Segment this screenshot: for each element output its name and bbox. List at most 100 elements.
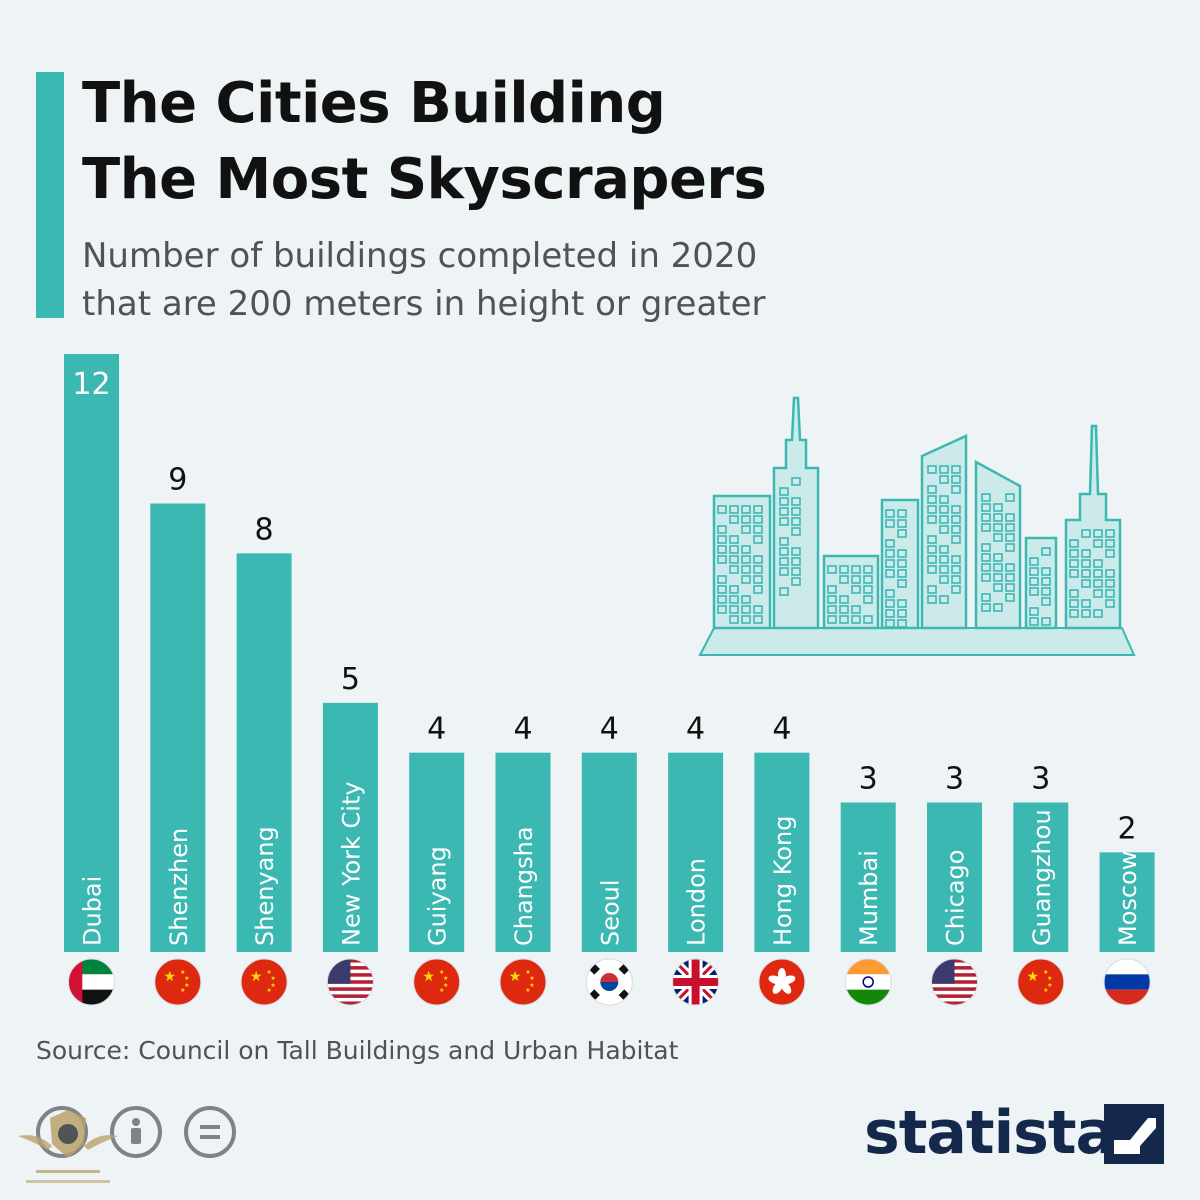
window — [927, 495, 937, 504]
window — [1069, 589, 1079, 598]
window — [753, 525, 763, 534]
window — [1005, 593, 1015, 602]
window — [981, 603, 991, 612]
window — [753, 605, 763, 614]
window — [1069, 549, 1079, 558]
window — [779, 587, 789, 596]
window — [791, 547, 801, 556]
window — [791, 527, 801, 536]
window — [927, 585, 937, 594]
window — [863, 595, 873, 604]
svg-text:★: ★ — [164, 969, 177, 985]
window — [729, 535, 739, 544]
svg-text:★: ★ — [266, 969, 271, 976]
hong-kong-flag-icon — [758, 958, 806, 1006]
svg-text:★: ★ — [529, 982, 534, 989]
bar-seoul — [581, 752, 637, 952]
window — [717, 555, 727, 564]
window — [779, 547, 789, 556]
window — [981, 553, 991, 562]
window — [939, 595, 949, 604]
window — [897, 599, 907, 608]
value-label: 9 — [168, 463, 187, 498]
window — [951, 525, 961, 534]
window — [1005, 563, 1015, 572]
window — [1029, 607, 1039, 616]
creative-commons-icon[interactable] — [36, 1106, 88, 1158]
svg-text:★: ★ — [184, 982, 189, 989]
window — [927, 545, 937, 554]
window — [993, 573, 1003, 582]
china-flag-icon: ★ ★★★★ — [240, 958, 288, 1006]
window — [885, 569, 895, 578]
window — [753, 565, 763, 574]
window — [827, 615, 837, 624]
window — [729, 545, 739, 554]
title-line-1: The Cities Building — [82, 71, 666, 136]
window — [951, 475, 961, 484]
window — [981, 523, 991, 532]
category-label: Hong Kong — [769, 816, 797, 946]
window — [993, 533, 1003, 542]
svg-text:★: ★ — [1027, 969, 1040, 985]
title-line-2: The Most Skyscrapers — [82, 147, 767, 212]
no-derivatives-icon[interactable] — [184, 1106, 236, 1158]
window — [1081, 579, 1091, 588]
value-label: 12 — [72, 367, 110, 402]
window — [1093, 539, 1103, 548]
window — [717, 575, 727, 584]
value-label: 3 — [859, 762, 878, 797]
svg-text:★: ★ — [180, 969, 185, 976]
window — [927, 565, 937, 574]
window — [851, 605, 861, 614]
window — [741, 595, 751, 604]
window — [729, 595, 739, 604]
window — [939, 525, 949, 534]
window — [1041, 617, 1051, 626]
window — [791, 577, 801, 586]
svg-text:★: ★ — [529, 975, 534, 982]
window — [839, 575, 849, 584]
window — [885, 509, 895, 518]
window — [863, 615, 873, 624]
statista-logo[interactable]: statista — [864, 1098, 1116, 1168]
window — [729, 565, 739, 574]
bar-new-york-city — [322, 702, 378, 952]
window — [897, 569, 907, 578]
window — [1029, 577, 1039, 586]
window — [1093, 609, 1103, 618]
window — [851, 575, 861, 584]
svg-text:★: ★ — [443, 975, 448, 982]
window — [1041, 567, 1051, 576]
window — [1105, 529, 1115, 538]
window — [1081, 569, 1091, 578]
bar-shenzhen — [150, 503, 206, 952]
window — [993, 563, 1003, 572]
window — [863, 565, 873, 574]
category-label: Guangzhou — [1028, 809, 1056, 946]
window — [717, 545, 727, 554]
window — [1093, 529, 1103, 538]
window — [939, 495, 949, 504]
value-label: 4 — [513, 712, 532, 747]
window — [863, 585, 873, 594]
window — [827, 595, 837, 604]
window — [717, 525, 727, 534]
window — [791, 477, 801, 486]
attribution-icon[interactable] — [110, 1106, 162, 1158]
chart-title: The Cities Building The Most Skyscrapers — [82, 66, 1082, 218]
uk-flag-icon — [672, 958, 720, 1006]
bar-guiyang — [409, 752, 465, 952]
window — [993, 553, 1003, 562]
skyline-illustration — [698, 396, 1136, 656]
window — [741, 555, 751, 564]
window — [927, 535, 937, 544]
svg-text:★: ★ — [1047, 975, 1052, 982]
window — [1005, 533, 1015, 542]
bar-hong-kong — [754, 752, 810, 952]
window — [741, 525, 751, 534]
window — [993, 603, 1003, 612]
window — [939, 515, 949, 524]
window — [717, 585, 727, 594]
svg-text:★: ★ — [443, 982, 448, 989]
